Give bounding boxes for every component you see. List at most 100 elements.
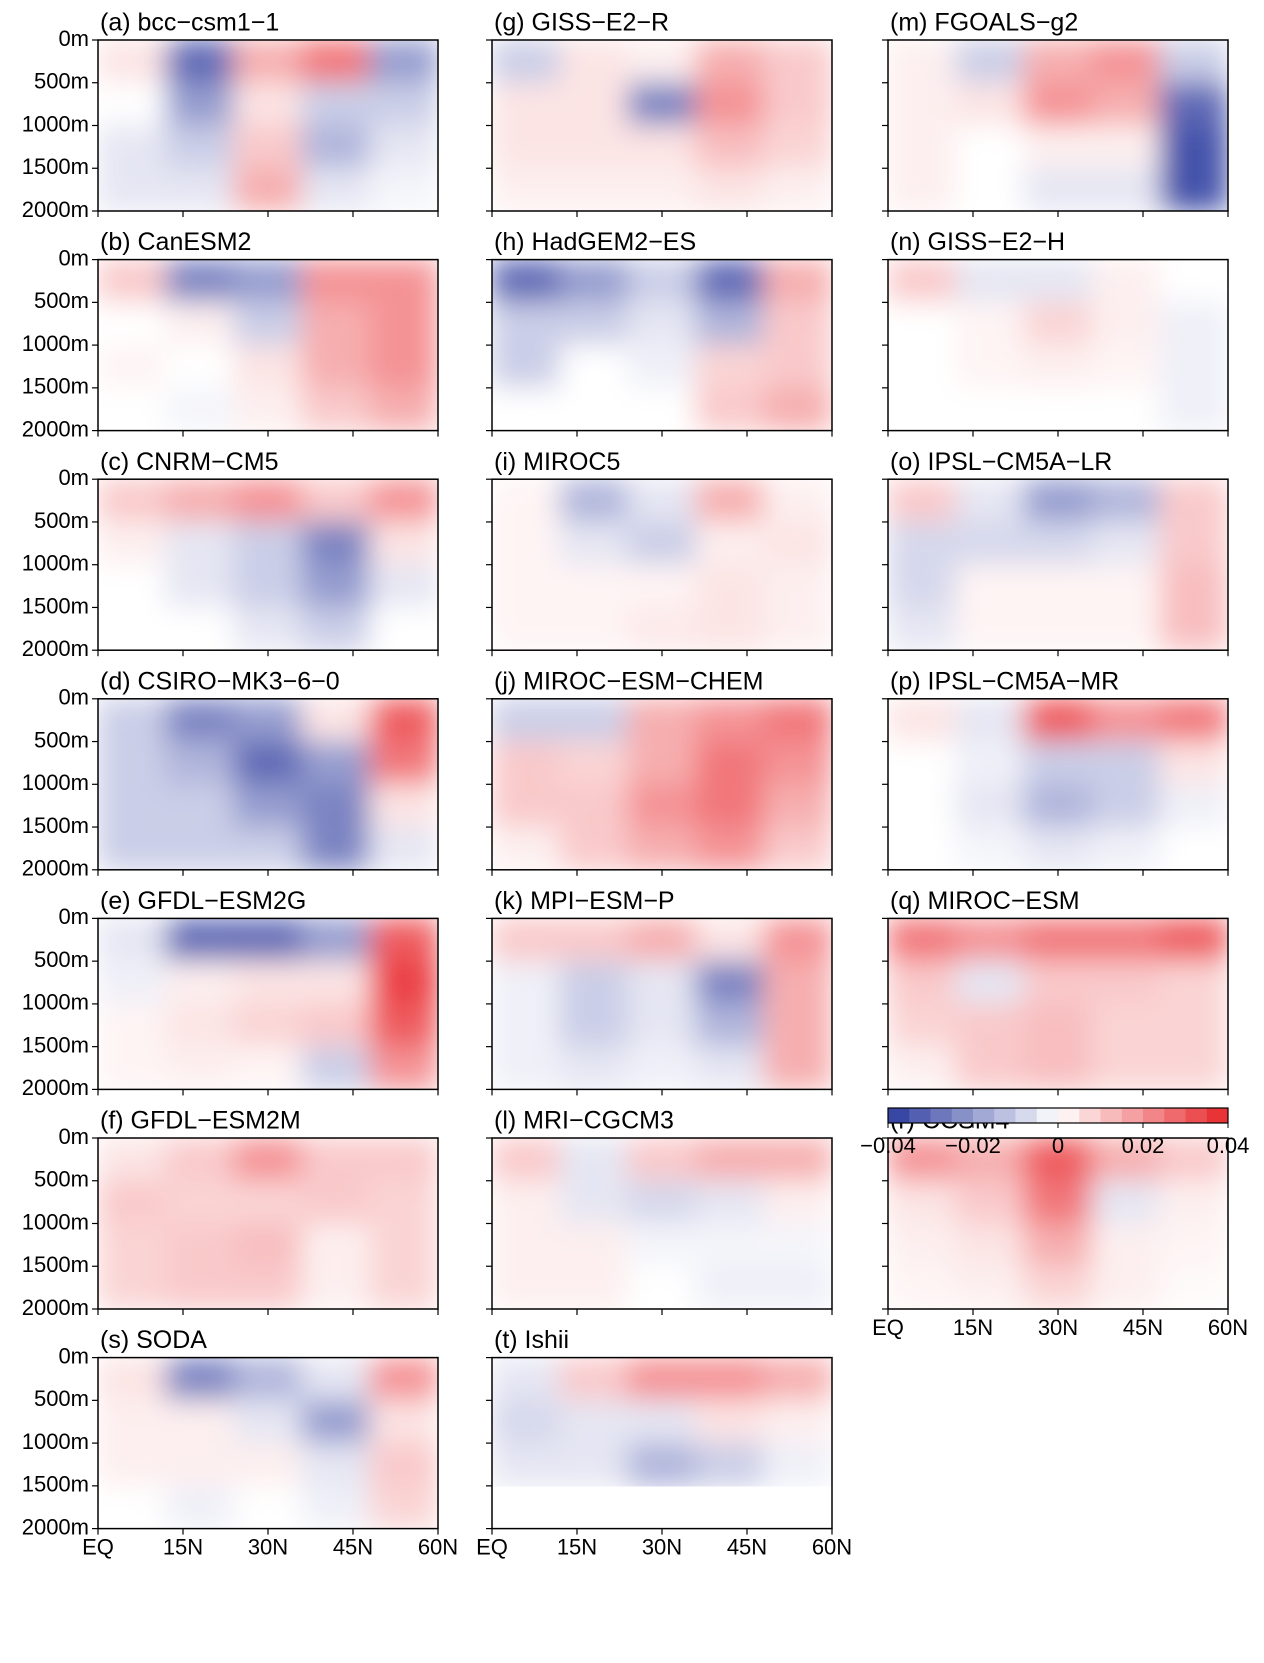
y-tick-label: 500m (34, 1167, 89, 1192)
cell (492, 1223, 561, 1267)
cell (98, 564, 167, 608)
cell (1091, 783, 1161, 828)
cell (888, 918, 957, 962)
cell (955, 741, 1025, 785)
cell (559, 1357, 629, 1401)
cell (559, 1265, 629, 1309)
cell (1159, 606, 1228, 651)
field-cells (98, 1138, 438, 1309)
panel: (d) CSIRO−MK3−6−0 0m 500m 1000m 1500m 2000m (22, 667, 439, 881)
cell (763, 1399, 832, 1444)
cell (763, 564, 832, 608)
cell (301, 1485, 371, 1529)
cell (369, 1223, 438, 1267)
cell (233, 125, 303, 169)
cell (1023, 1180, 1093, 1224)
cell (369, 783, 438, 828)
y-tick-label: 1000m (22, 551, 89, 576)
cell (301, 40, 371, 84)
cell (1159, 1223, 1228, 1267)
y-tick-label: 500m (34, 508, 89, 533)
y-tick-label: 1000m (22, 770, 89, 795)
panel-title: (e) GFDL−ESM2G (100, 887, 306, 915)
cell (233, 344, 303, 389)
cell (369, 1442, 438, 1487)
cell (165, 1442, 235, 1487)
cell (98, 125, 167, 169)
cell (695, 1138, 765, 1182)
cell (233, 82, 303, 126)
cell (301, 564, 371, 608)
cell (301, 301, 371, 346)
cell (165, 918, 235, 962)
cell (1159, 40, 1228, 84)
y-tick-label: 500m (34, 727, 89, 752)
colorbar-swatch (1079, 1108, 1101, 1123)
x-tick-label: 30N (642, 1534, 682, 1559)
cell (695, 564, 765, 608)
cell (369, 960, 438, 1005)
panel-title: (q) MIROC−ESM (890, 887, 1080, 915)
cell (98, 1223, 167, 1267)
cell (955, 301, 1025, 346)
cell (492, 344, 561, 389)
cell (492, 1138, 561, 1182)
cell (492, 125, 561, 169)
cell (165, 259, 235, 303)
cell (165, 167, 235, 211)
cell (233, 741, 303, 785)
cell (888, 301, 957, 346)
contour-field (888, 918, 1228, 1090)
cell (695, 783, 765, 828)
colorbar-swatch (1143, 1108, 1165, 1123)
cell (763, 167, 832, 211)
cell (1159, 479, 1228, 523)
y-tick-label: 1500m (22, 1472, 89, 1497)
cell (165, 125, 235, 169)
cell (492, 1003, 561, 1048)
panel: (b) CanESM2 0m 500m 1000m 1500m 2000m (22, 228, 439, 441)
cell (301, 1265, 371, 1309)
cell (955, 1180, 1025, 1224)
cell (955, 1138, 1025, 1182)
cell (695, 1003, 765, 1048)
cell (233, 259, 303, 303)
y-tick-label: 1500m (22, 1252, 89, 1277)
cell (492, 606, 561, 651)
cell (763, 521, 832, 566)
field-cells (98, 40, 438, 211)
cell (301, 1442, 371, 1487)
cell (763, 40, 832, 84)
cell (369, 826, 438, 870)
cell (559, 1046, 629, 1090)
cell (559, 741, 629, 785)
field-cells (492, 479, 832, 651)
cell (98, 521, 167, 566)
cell (627, 40, 697, 84)
cell (763, 918, 832, 962)
cell (888, 521, 957, 566)
cell (165, 826, 235, 870)
cell (955, 1046, 1025, 1090)
cell (233, 1046, 303, 1090)
cell (1023, 82, 1093, 126)
cell (98, 1265, 167, 1309)
cell (233, 1485, 303, 1529)
panel-title: (f) GFDL−ESM2M (100, 1107, 301, 1135)
y-tick-label: 1000m (22, 1429, 89, 1454)
cell (763, 698, 832, 743)
cell (695, 1180, 765, 1224)
cell (301, 521, 371, 566)
cell (369, 259, 438, 303)
cell (98, 301, 167, 346)
cell (492, 1265, 561, 1309)
cell (165, 479, 235, 523)
cell (165, 521, 235, 566)
colorbar-swatch (1036, 1108, 1059, 1123)
cell (165, 1265, 235, 1309)
cell (955, 125, 1025, 169)
cell (1023, 918, 1093, 962)
x-tick-label: 45N (1123, 1315, 1163, 1340)
x-tick-label: EQ (476, 1534, 508, 1559)
x-tick-label: 45N (333, 1534, 373, 1559)
